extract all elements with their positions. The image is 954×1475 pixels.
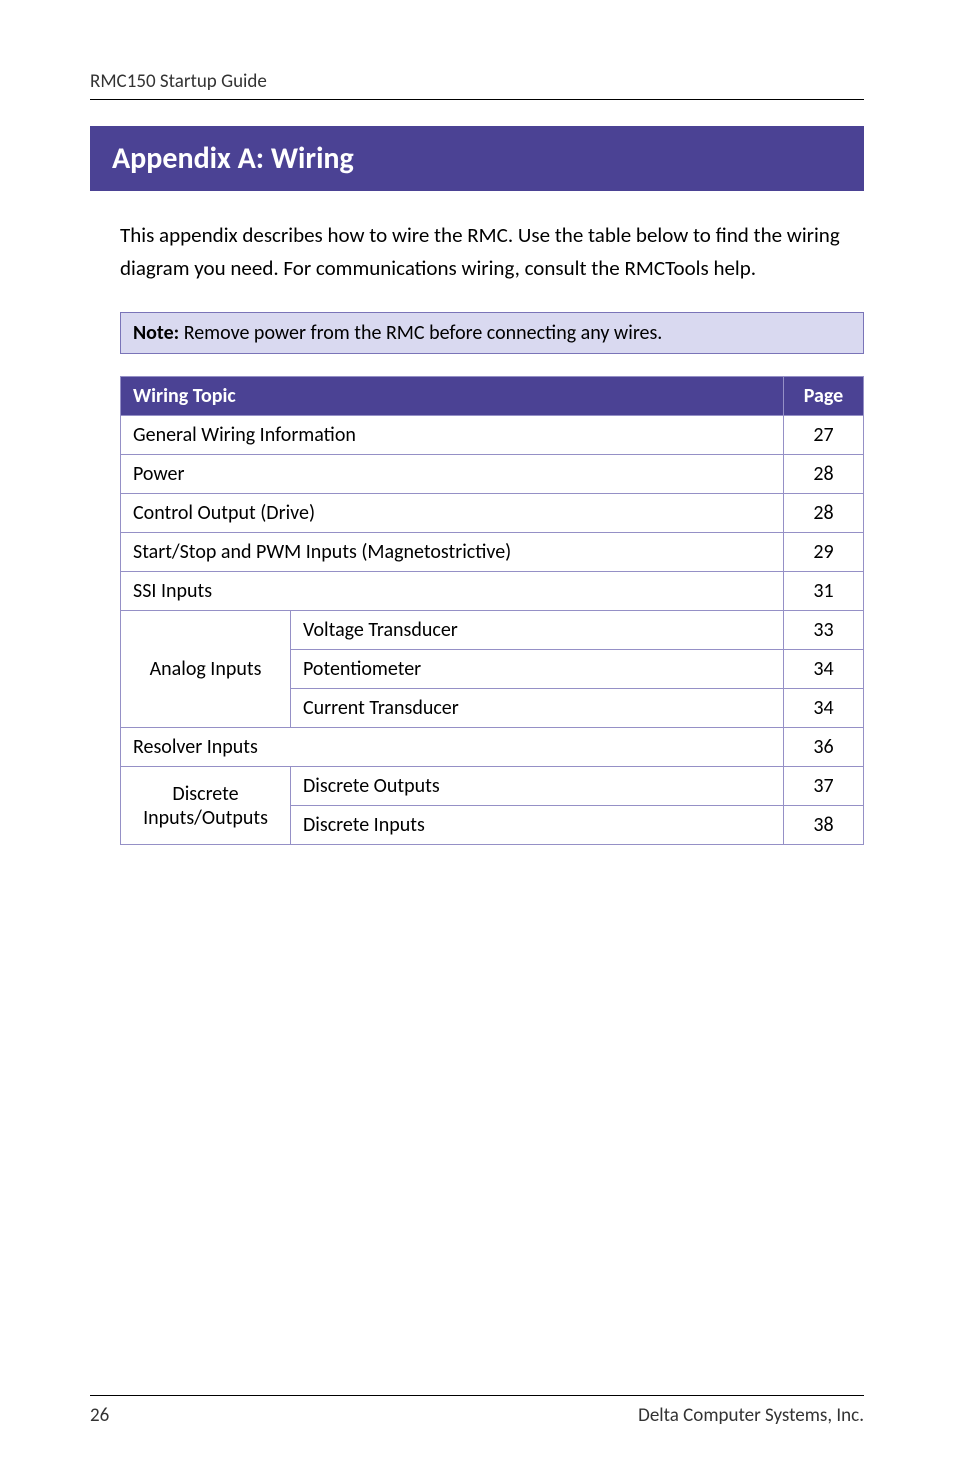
- note-label: Note:: [133, 321, 179, 345]
- subtopic-cell: Voltage Transducer: [291, 611, 784, 650]
- page-cell: 28: [784, 455, 864, 494]
- intro-paragraph: This appendix describes how to wire the …: [120, 219, 864, 284]
- topic-cell: Start/Stop and PWM Inputs (Magnetostrict…: [121, 533, 784, 572]
- col-header-topic: Wiring Topic: [121, 377, 784, 416]
- page-cell: 33: [784, 611, 864, 650]
- page-cell: 28: [784, 494, 864, 533]
- topic-cell: Resolver Inputs: [121, 728, 784, 767]
- page-cell: 36: [784, 728, 864, 767]
- page-cell: 34: [784, 689, 864, 728]
- table-row: Resolver Inputs 36: [121, 728, 864, 767]
- table-header-row: Wiring Topic Page: [121, 377, 864, 416]
- page-cell: 31: [784, 572, 864, 611]
- page-cell: 27: [784, 416, 864, 455]
- topic-cell: General Wiring Information: [121, 416, 784, 455]
- discrete-group-label: Discrete Inputs/Outputs: [121, 767, 291, 845]
- note-box: Note: Remove power from the RMC before c…: [120, 312, 864, 354]
- note-text: Remove power from the RMC before connect…: [179, 321, 662, 345]
- table-row: General Wiring Information 27: [121, 416, 864, 455]
- page-cell: 29: [784, 533, 864, 572]
- table-row: Analog Inputs Voltage Transducer 33: [121, 611, 864, 650]
- table-row: Control Output (Drive) 28: [121, 494, 864, 533]
- subtopic-cell: Discrete Inputs: [291, 806, 784, 845]
- footer-company: Delta Computer Systems, Inc.: [638, 1404, 864, 1427]
- subtopic-cell: Potentiometer: [291, 650, 784, 689]
- table-row: SSI Inputs 31: [121, 572, 864, 611]
- footer-page-number: 26: [90, 1404, 109, 1427]
- page-cell: 37: [784, 767, 864, 806]
- topic-cell: Power: [121, 455, 784, 494]
- wiring-topics-table: Wiring Topic Page General Wiring Informa…: [120, 376, 864, 845]
- table-row: Power 28: [121, 455, 864, 494]
- subtopic-cell: Discrete Outputs: [291, 767, 784, 806]
- analog-group-label: Analog Inputs: [121, 611, 291, 728]
- document-page: RMC150 Startup Guide Appendix A: Wiring …: [0, 0, 954, 1475]
- running-header: RMC150 Startup Guide: [90, 70, 864, 100]
- topic-cell: SSI Inputs: [121, 572, 784, 611]
- table-row: Discrete Inputs/Outputs Discrete Outputs…: [121, 767, 864, 806]
- topic-cell: Control Output (Drive): [121, 494, 784, 533]
- page-cell: 38: [784, 806, 864, 845]
- subtopic-cell: Current Transducer: [291, 689, 784, 728]
- table-row: Start/Stop and PWM Inputs (Magnetostrict…: [121, 533, 864, 572]
- page-footer: 26 Delta Computer Systems, Inc.: [90, 1395, 864, 1427]
- page-cell: 34: [784, 650, 864, 689]
- col-header-page: Page: [784, 377, 864, 416]
- appendix-title: Appendix A: Wiring: [90, 126, 864, 191]
